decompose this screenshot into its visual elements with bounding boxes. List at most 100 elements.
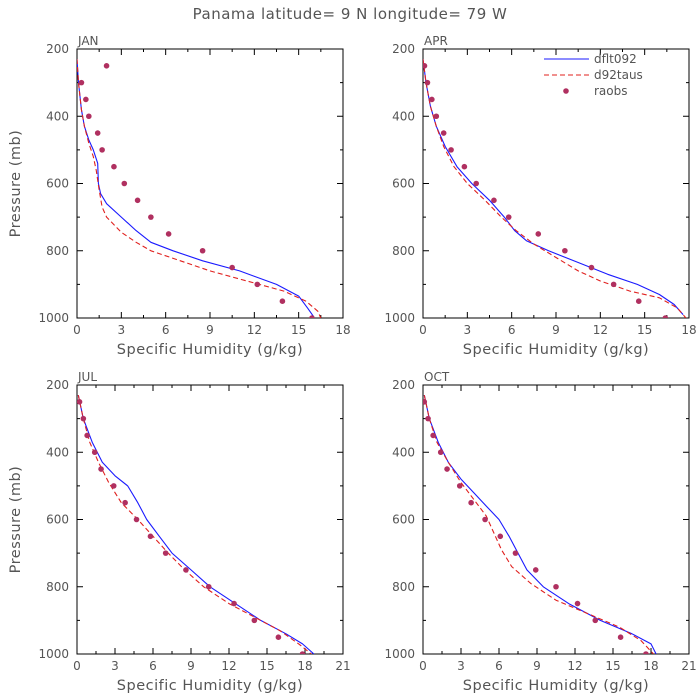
raobs-point <box>437 449 444 456</box>
y-tick-label: 1000 <box>38 311 69 325</box>
x-axis-label: Specific Humidity (g/kg) <box>117 342 303 358</box>
raobs-point <box>78 79 85 86</box>
x-tick-label: 3 <box>111 659 119 673</box>
x-tick-label: 3 <box>464 323 472 337</box>
x-tick-label: 9 <box>206 323 214 337</box>
raobs-point <box>448 147 454 153</box>
raobs-point <box>229 264 235 271</box>
d92taus-line <box>423 59 687 318</box>
raobs-point <box>482 516 488 523</box>
y-tick-label: 400 <box>392 109 415 123</box>
plot-frame <box>76 48 344 319</box>
raobs-point <box>309 315 315 318</box>
y-tick-label: 1000 <box>384 647 415 661</box>
raobs-point <box>491 197 497 204</box>
legend-label-d92taus: d92taus <box>594 68 643 82</box>
y-tick-label: 800 <box>392 244 415 258</box>
raobs-point <box>147 533 154 540</box>
raobs-point <box>433 113 440 120</box>
y-tick-label: 200 <box>46 42 69 56</box>
raobs-point <box>205 583 212 590</box>
x-tick-label: 15 <box>291 323 306 337</box>
raobs-point <box>98 466 104 472</box>
x-tick-label: 0 <box>73 323 81 337</box>
raobs-point <box>440 130 447 136</box>
raobs-point <box>299 651 306 654</box>
raobs-point <box>84 432 90 439</box>
y-tick-label: 400 <box>392 445 415 459</box>
x-axis-label: Specific Humidity (g/kg) <box>117 678 303 694</box>
panel-jul: JUL 0 3 6 9 12 15 18 21 200 400 600 800 1000 Specific … <box>8 370 351 694</box>
x-tick-label: 18 <box>335 323 350 337</box>
series-group <box>423 394 657 654</box>
raobs-point <box>103 63 110 69</box>
raobs-point <box>617 634 624 640</box>
panel-jan: JAN 0 3 6 9 12 15 18 200 400 600 800 1000 Specific Hu… <box>8 34 351 358</box>
legend-label-dflt092: dflt092 <box>594 52 637 66</box>
raobs-point <box>77 399 83 405</box>
legend-label-raobs: raobs <box>594 84 628 98</box>
raobs-point <box>535 231 542 237</box>
raobs-point <box>231 600 237 607</box>
x-axis-label: Specific Humidity (g/kg) <box>463 678 649 694</box>
legend-marker-raobs <box>563 88 569 94</box>
raobs-point <box>133 516 140 523</box>
y-tick-label: 400 <box>46 445 69 459</box>
y-axis-label: Pressure (mb) <box>8 466 24 574</box>
x-tick-label: 6 <box>508 323 516 337</box>
raobs-point <box>461 163 468 170</box>
series-group <box>77 394 315 654</box>
raobs-point <box>553 583 559 590</box>
raobs-point <box>91 449 98 456</box>
plot-frame <box>76 384 344 655</box>
y-tick-label: 1000 <box>384 311 415 325</box>
x-tick-label: 9 <box>552 323 560 337</box>
raobs-point <box>425 415 431 422</box>
x-tick-label: 3 <box>118 323 126 337</box>
dflt092-line <box>77 394 315 654</box>
y-tick-label: 600 <box>392 177 415 191</box>
x-tick-label: 0 <box>419 659 427 673</box>
raobs-point <box>574 600 581 607</box>
y-tick-label: 200 <box>392 42 415 56</box>
raobs-point <box>275 634 282 640</box>
raobs-point <box>423 399 428 405</box>
x-tick-label: 15 <box>259 659 274 673</box>
raobs-point <box>80 415 87 422</box>
y-tick-label: 800 <box>46 244 69 258</box>
month-label-apr: APR <box>424 34 448 48</box>
raobs-point <box>83 96 89 103</box>
panel-apr: APR 0 3 6 9 12 15 18 200 400 600 800 1000 Specific Hu… <box>384 34 696 358</box>
raobs-point <box>497 533 504 540</box>
raobs-point <box>468 499 474 506</box>
x-tick-label: 3 <box>457 659 465 673</box>
raobs-point <box>512 550 519 556</box>
raobs-point <box>562 247 568 254</box>
y-tick-label: 1000 <box>38 647 69 661</box>
raobs-point <box>592 617 599 624</box>
x-tick-label: 9 <box>187 659 195 673</box>
raobs-point <box>588 264 595 271</box>
dflt092-line <box>77 59 314 317</box>
x-tick-label: 6 <box>495 659 503 673</box>
y-tick-label: 800 <box>46 580 69 594</box>
x-tick-label: 9 <box>533 659 541 673</box>
y-tick-label: 600 <box>46 177 69 191</box>
x-tick-label: 15 <box>605 659 620 673</box>
panel-oct: OCT 0 3 6 9 12 15 18 21 200 400 600 800 1000 Specific … <box>384 370 696 694</box>
raobs-point <box>505 214 512 220</box>
x-tick-label: 0 <box>73 659 81 673</box>
y-tick-label: 200 <box>46 378 69 392</box>
y-tick-label: 200 <box>392 378 415 392</box>
y-axis-label: Pressure (mb) <box>8 130 24 238</box>
plot-frame <box>422 48 690 319</box>
raobs-point <box>165 231 172 237</box>
raobs-point <box>99 147 105 153</box>
raobs-point <box>94 130 101 136</box>
x-tick-label: 18 <box>643 659 658 673</box>
raobs-point <box>148 214 154 220</box>
raobs-point <box>122 499 128 506</box>
x-tick-label: 15 <box>637 323 652 337</box>
x-tick-label: 6 <box>149 659 157 673</box>
